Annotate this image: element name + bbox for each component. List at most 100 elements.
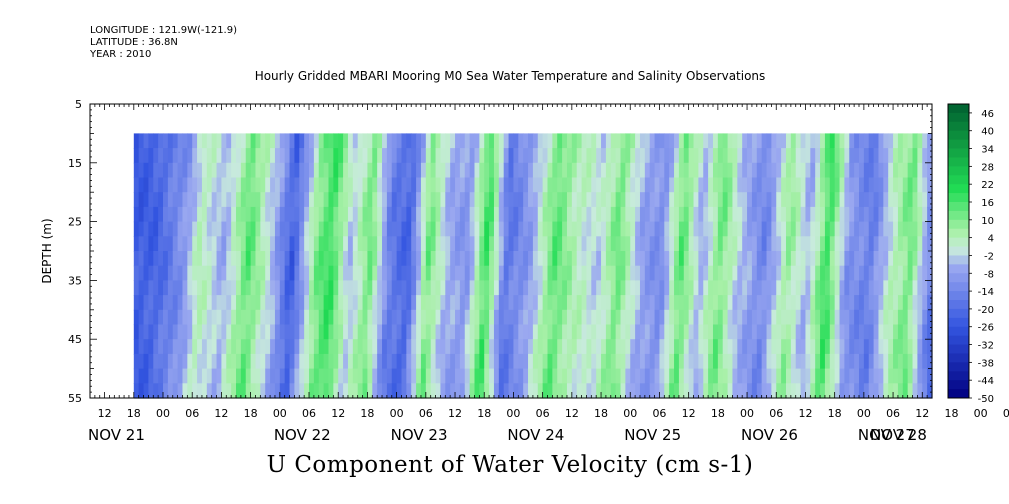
heatmap-cell — [143, 368, 150, 384]
heatmap-cell — [265, 221, 271, 237]
heatmap-cell — [250, 368, 257, 384]
heatmap-cell — [528, 309, 534, 326]
heatmap-cell — [927, 383, 933, 399]
heatmap-cell — [508, 353, 515, 370]
heatmap-cell — [440, 295, 446, 311]
heatmap-cell — [591, 162, 597, 179]
heatmap-cell — [133, 265, 140, 281]
heatmap-cell — [425, 236, 432, 252]
heatmap-cell — [216, 221, 223, 237]
heatmap-cell — [211, 192, 218, 208]
heatmap-cell — [304, 339, 310, 355]
heatmap-cell — [440, 324, 446, 340]
heatmap-cell — [231, 148, 237, 164]
heatmap-cell — [659, 383, 665, 399]
heatmap-cell — [737, 192, 743, 208]
heatmap-cell — [240, 353, 247, 370]
heatmap-cell — [357, 368, 364, 384]
heatmap-cell — [391, 309, 398, 326]
heatmap-cell — [620, 309, 626, 326]
heatmap-cell — [313, 265, 320, 281]
heatmap-cell — [333, 309, 339, 326]
heatmap-cell — [635, 192, 641, 208]
heatmap-cell — [440, 236, 446, 252]
heatmap-cell — [834, 280, 841, 296]
heatmap-cell — [435, 265, 442, 281]
heatmap-cell — [644, 383, 651, 399]
heatmap-cell — [167, 265, 174, 281]
heatmap-cell — [474, 177, 480, 193]
longitude-label: LONGITUDE : 121.9W(-121.9) — [90, 25, 237, 36]
heatmap-cell — [294, 368, 300, 384]
heatmap-cell — [537, 206, 544, 223]
heatmap-cell — [216, 280, 223, 296]
heatmap-cell — [601, 309, 607, 326]
heatmap-cell — [858, 324, 865, 340]
heatmap-cell — [605, 353, 612, 370]
heatmap-cell — [318, 324, 325, 340]
heatmap-cell — [245, 265, 252, 281]
heatmap-cell — [318, 162, 325, 179]
heatmap-cell — [133, 368, 140, 384]
heatmap-cell — [382, 368, 388, 384]
heatmap-cell — [532, 295, 539, 311]
heatmap-cell — [367, 280, 373, 296]
heatmap-cell — [552, 309, 558, 326]
heatmap-cell — [654, 339, 661, 355]
heatmap-cell — [333, 133, 339, 149]
heatmap-cell — [907, 192, 914, 208]
heatmap-cell — [610, 265, 617, 281]
heatmap-cell — [771, 236, 777, 252]
heatmap-cell — [785, 309, 792, 326]
heatmap-cell — [562, 309, 568, 326]
heatmap-cell — [712, 251, 719, 267]
heatmap-cell — [226, 162, 232, 179]
heatmap-cell — [732, 148, 738, 164]
heatmap-cell — [226, 192, 232, 208]
heatmap-cell — [197, 368, 203, 384]
heatmap-cell — [226, 148, 232, 164]
heatmap-cell — [790, 309, 797, 326]
heatmap-cell — [537, 295, 544, 311]
heatmap-cell — [712, 148, 719, 164]
heatmap-cell — [849, 206, 855, 223]
heatmap-cell — [391, 192, 398, 208]
heatmap-cell — [844, 265, 850, 281]
heatmap-cell — [708, 177, 714, 193]
heatmap-cell — [201, 133, 208, 149]
heatmap-cell — [605, 221, 612, 237]
heatmap-cell — [377, 221, 383, 237]
heatmap-cell — [192, 192, 198, 208]
heatmap-cell — [309, 309, 315, 326]
heatmap-cell — [396, 148, 403, 164]
heatmap-cell — [542, 309, 549, 326]
heatmap-cell — [299, 236, 305, 252]
heatmap-cell — [309, 236, 315, 252]
heatmap-cell — [284, 206, 291, 223]
heatmap-cell — [382, 221, 388, 237]
heatmap-cell — [863, 295, 870, 311]
heatmap-cell — [873, 265, 880, 281]
heatmap-cell — [693, 309, 699, 326]
heatmap-cell — [528, 280, 534, 296]
heatmap-cell — [425, 251, 432, 267]
heatmap-cell — [703, 368, 709, 384]
y-axis-title: DEPTH (m) — [40, 218, 54, 283]
heatmap-cell — [396, 221, 403, 237]
heatmap-cell — [430, 295, 437, 311]
heatmap-cell — [610, 309, 617, 326]
heatmap-cell — [708, 383, 714, 399]
heatmap-cell — [717, 192, 724, 208]
heatmap-cell — [683, 353, 690, 370]
heatmap-cell — [693, 148, 699, 164]
heatmap-cell — [849, 309, 855, 326]
heatmap-cell — [357, 192, 364, 208]
heatmap-cell — [785, 177, 792, 193]
heatmap-cell — [450, 206, 456, 223]
heatmap-cell — [313, 339, 320, 355]
heatmap-cell — [630, 148, 636, 164]
heatmap-cell — [343, 368, 349, 384]
heatmap-cell — [455, 251, 461, 267]
x-hour-tick-label: 18 — [828, 407, 842, 420]
heatmap-cell — [255, 192, 261, 208]
